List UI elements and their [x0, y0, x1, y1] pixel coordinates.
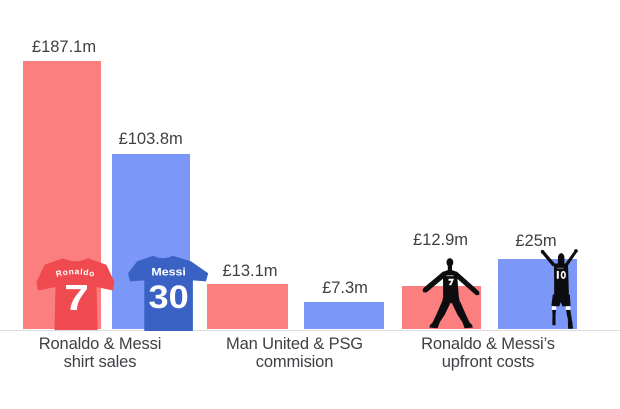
svg-text:Messi: Messi	[151, 266, 186, 278]
svg-text:30: 30	[148, 280, 188, 316]
svg-text:Ronaldo: Ronaldo	[55, 266, 96, 279]
svg-text:7: 7	[64, 277, 89, 318]
